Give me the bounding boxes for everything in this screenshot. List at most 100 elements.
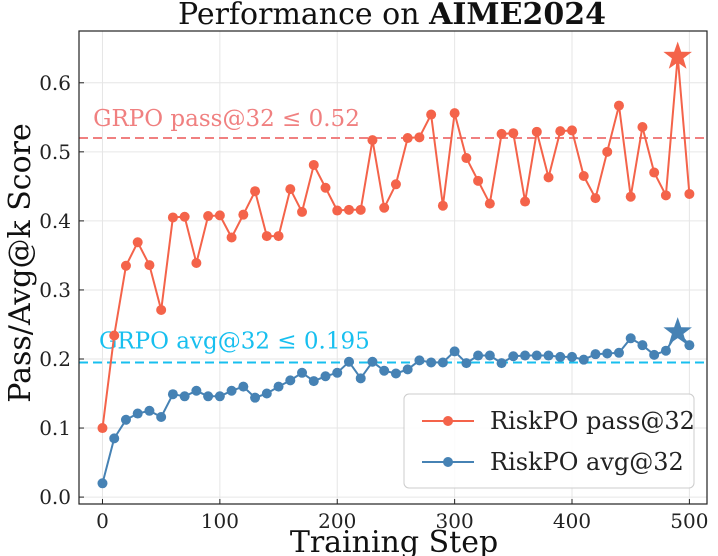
legend-marker-avg32 — [443, 457, 453, 467]
chart-title-bold: AIME2024 — [428, 0, 606, 32]
data-point-1 — [660, 345, 671, 356]
data-point-0 — [261, 231, 272, 242]
data-point-0 — [531, 126, 542, 137]
best-score-star-0 — [663, 41, 692, 69]
data-point-1 — [191, 385, 202, 396]
y-tick-label: 0.5 — [39, 140, 71, 164]
data-point-1 — [285, 375, 296, 386]
y-tick-label: 0.2 — [39, 347, 71, 371]
data-point-0 — [590, 193, 601, 204]
data-point-0 — [367, 135, 378, 146]
data-point-0 — [144, 260, 155, 271]
data-point-0 — [120, 260, 131, 271]
chart-title-prefix: Performance on — [178, 0, 429, 32]
data-point-1 — [508, 351, 519, 362]
legend-label-avg32: RiskPO avg@32 — [490, 448, 684, 476]
data-point-1 — [496, 358, 507, 369]
data-point-0 — [97, 423, 108, 434]
data-point-0 — [496, 128, 507, 139]
data-point-1 — [637, 340, 648, 351]
data-point-0 — [449, 108, 460, 119]
data-point-1 — [238, 381, 249, 392]
data-point-0 — [273, 231, 284, 242]
data-point-0 — [390, 179, 401, 190]
data-point-1 — [473, 350, 484, 361]
data-point-1 — [390, 368, 401, 379]
x-tick-label: 300 — [436, 509, 474, 533]
data-point-1 — [613, 347, 624, 358]
data-point-0 — [414, 132, 425, 143]
data-point-1 — [179, 391, 190, 402]
reference-line-label: GRPO pass@32 ≤ 0.52 — [93, 106, 360, 132]
y-tick-label: 0.0 — [39, 485, 71, 509]
data-point-0 — [426, 109, 437, 120]
data-point-0 — [109, 330, 120, 341]
data-point-0 — [660, 190, 671, 201]
data-point-1 — [578, 354, 589, 365]
data-point-0 — [203, 211, 214, 222]
series-layer — [97, 41, 695, 489]
data-point-1 — [273, 381, 284, 392]
x-tick-label: 400 — [553, 509, 591, 533]
data-point-1 — [144, 405, 155, 416]
data-point-0 — [520, 196, 531, 207]
x-tick-label: 0 — [96, 509, 109, 533]
data-point-0 — [179, 211, 190, 222]
data-point-1 — [531, 350, 542, 361]
data-point-1 — [203, 391, 214, 402]
data-point-1 — [625, 333, 636, 344]
y-tick-label: 0.1 — [39, 416, 71, 440]
x-tick-label: 500 — [670, 509, 708, 533]
data-point-0 — [214, 210, 225, 221]
data-point-0 — [484, 198, 495, 209]
legend-label-pass32: RiskPO pass@32 — [490, 407, 695, 435]
data-point-1 — [97, 478, 108, 489]
data-point-0 — [156, 304, 167, 315]
data-point-1 — [590, 349, 601, 360]
chart-title: Performance on AIME2024 — [178, 0, 606, 32]
plot-frame — [78, 30, 708, 505]
data-point-0 — [649, 167, 660, 178]
data-point-0 — [285, 184, 296, 195]
data-point-0 — [402, 133, 413, 144]
data-point-0 — [167, 212, 178, 223]
data-point-0 — [238, 209, 249, 220]
data-point-1 — [109, 433, 120, 444]
data-point-0 — [473, 175, 484, 186]
data-point-1 — [567, 351, 578, 362]
data-point-0 — [543, 172, 554, 183]
data-point-0 — [637, 121, 648, 132]
data-point-1 — [649, 349, 660, 360]
data-point-1 — [156, 411, 167, 422]
data-point-0 — [508, 128, 519, 139]
data-point-1 — [367, 356, 378, 367]
data-point-0 — [379, 202, 390, 213]
data-point-0 — [132, 237, 143, 248]
data-point-0 — [226, 232, 237, 243]
legend: RiskPO pass@32 RiskPO avg@32 — [403, 393, 695, 489]
data-point-1 — [120, 414, 131, 425]
data-point-1 — [355, 373, 366, 384]
data-point-0 — [461, 153, 472, 164]
data-point-1 — [343, 356, 354, 367]
data-point-0 — [602, 146, 613, 157]
data-point-1 — [602, 348, 613, 359]
data-point-0 — [555, 126, 566, 137]
data-point-1 — [308, 376, 319, 387]
data-point-1 — [320, 371, 331, 382]
data-point-1 — [297, 367, 308, 378]
best-score-star-1 — [663, 317, 692, 345]
legend-marker-pass32 — [443, 416, 453, 426]
data-point-0 — [578, 171, 589, 182]
reference-lines: GRPO pass@32 ≤ 0.52 GRPO avg@32 ≤ 0.195 — [79, 106, 707, 364]
data-point-1 — [402, 364, 413, 375]
data-point-0 — [250, 186, 261, 197]
data-point-0 — [355, 204, 366, 215]
data-point-1 — [167, 389, 178, 400]
data-point-0 — [332, 205, 343, 216]
data-point-0 — [320, 182, 331, 193]
data-point-0 — [625, 191, 636, 202]
x-tick-label: 100 — [201, 509, 239, 533]
data-point-1 — [132, 408, 143, 419]
y-tick-label: 0.3 — [39, 278, 71, 302]
